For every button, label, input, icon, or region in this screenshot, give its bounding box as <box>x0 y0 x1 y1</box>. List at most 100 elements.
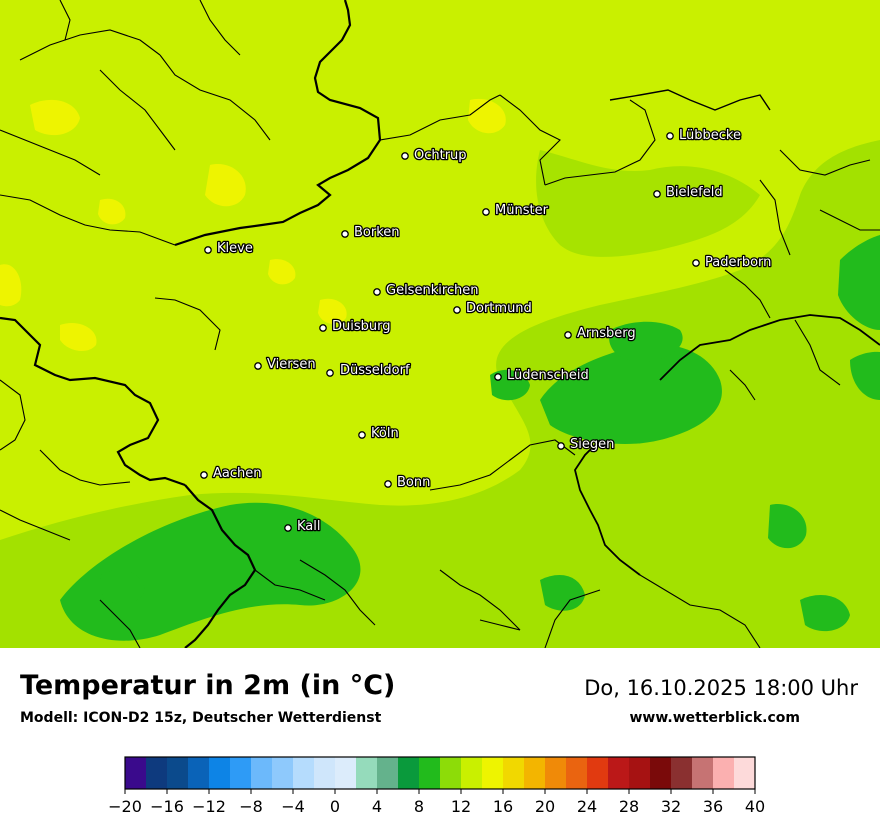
city-label: Gelsenkirchen <box>386 283 479 298</box>
city-duesseldorf: Düsseldorf <box>326 362 411 379</box>
city-dot <box>494 373 502 381</box>
city-siegen: Siegen <box>557 436 616 453</box>
borders <box>0 0 880 648</box>
city-dot <box>254 362 262 370</box>
city-kleve: Kleve <box>204 240 254 257</box>
city-bielefeld: Bielefeld <box>653 184 724 201</box>
city-dot <box>326 369 334 377</box>
border-nrw-southeast <box>574 439 641 576</box>
city-dot <box>319 324 327 332</box>
city-dot <box>666 132 674 140</box>
city-luebbecke: Lübbecke <box>666 127 742 144</box>
city-luedenscheid: Lüdenscheid <box>494 367 590 384</box>
colorbar-swatch <box>230 757 252 789</box>
forecast-datetime: Do, 16.10.2025 18:00 Uhr <box>584 676 858 700</box>
temperature-map: Lübbecke Ochtrup Bielefeld Münster Borke… <box>0 0 880 648</box>
city-kall: Kall <box>284 518 322 535</box>
border-east <box>659 314 880 381</box>
border-nl-de <box>0 316 186 487</box>
colorbar-tick-label: 32 <box>661 797 681 816</box>
colorbar-swatch <box>524 757 546 789</box>
city-gelsenkirchen: Gelsenkirchen <box>373 282 480 299</box>
city-arnsberg: Arnsberg <box>564 325 637 342</box>
colorbar-tick-label: 20 <box>535 797 555 816</box>
city-viersen: Viersen <box>254 356 317 373</box>
colorbar-tick-label: −16 <box>150 797 184 816</box>
city-label: Siegen <box>570 437 614 452</box>
colorbar-tick-label: 28 <box>619 797 639 816</box>
city-dot <box>482 208 490 216</box>
temperature-zone-warm <box>0 98 506 352</box>
city-dot <box>401 152 409 160</box>
colorbar-tick-label: −12 <box>192 797 226 816</box>
colorbar-swatch <box>146 757 168 789</box>
city-label: Kleve <box>217 241 253 256</box>
city-label: Arnsberg <box>577 326 636 341</box>
colorbar-swatch <box>440 757 462 789</box>
city-dot <box>564 331 572 339</box>
city-dot <box>358 431 366 439</box>
colorbar-swatch <box>293 757 315 789</box>
city-koeln: Köln <box>358 425 400 442</box>
city-dot <box>653 190 661 198</box>
city-dot <box>200 471 208 479</box>
city-label: Paderborn <box>705 255 771 270</box>
website-link[interactable]: www.wetterblick.com <box>629 710 801 726</box>
colorbar-swatch <box>419 757 441 789</box>
city-dot <box>341 230 349 238</box>
colorbar-swatch <box>251 757 273 789</box>
city-aachen: Aachen <box>200 465 263 482</box>
colorbar-swatch <box>314 757 336 789</box>
city-muenster: Münster <box>482 202 550 219</box>
city-borken: Borken <box>341 224 401 241</box>
city-duisburg: Duisburg <box>319 318 392 335</box>
city-dot <box>284 524 292 532</box>
city-dot <box>384 480 392 488</box>
colorbar-swatch <box>671 757 693 789</box>
colorbar-tick-label: −20 <box>108 797 142 816</box>
colorbar-tick-label: 12 <box>451 797 471 816</box>
colorbar-swatch <box>377 757 399 789</box>
border-northeast <box>609 89 771 111</box>
colorbar-tick-label: 36 <box>703 797 723 816</box>
city-dot <box>557 442 565 450</box>
colorbar-swatch <box>566 757 588 789</box>
city-label: Kall <box>297 519 321 534</box>
city-label: Viersen <box>267 357 316 372</box>
city-paderborn: Paderborn <box>692 254 773 271</box>
colorbar-tick-label: 40 <box>745 797 765 816</box>
colorbar-swatch <box>629 757 651 789</box>
colorbar-tick-label: −4 <box>281 797 305 816</box>
colorbar-swatch <box>608 757 630 789</box>
colorbar-swatch <box>692 757 714 789</box>
colorbar-swatch <box>482 757 504 789</box>
temperature-colorbar: −20 −16 −12 −8 −4 0 4 8 12 16 20 24 28 32 36 40 <box>108 756 765 816</box>
city-bonn: Bonn <box>384 474 432 491</box>
city-dot <box>204 246 212 254</box>
colorbar-tick-label: 24 <box>577 797 597 816</box>
colorbar-swatch <box>545 757 567 789</box>
city-label: Aachen <box>213 466 261 481</box>
colorbar-swatch <box>503 757 525 789</box>
colorbar-swatch <box>209 757 231 789</box>
city-dot <box>453 306 461 314</box>
colorbar-swatch <box>650 757 672 789</box>
city-label: Dortmund <box>466 301 532 316</box>
colorbar-swatch <box>272 757 294 789</box>
map-title: Temperatur in 2m (in °C) <box>20 670 396 701</box>
city-label: Bielefeld <box>666 185 723 200</box>
city-dot <box>692 259 700 267</box>
city-label: Ochtrup <box>414 148 467 163</box>
colorbar-swatch <box>734 757 756 789</box>
city-label: Düsseldorf <box>340 363 410 378</box>
cities: Lübbecke Ochtrup Bielefeld Münster Borke… <box>200 127 773 535</box>
city-dortmund: Dortmund <box>453 300 533 317</box>
city-ochtrup: Ochtrup <box>401 147 468 164</box>
colorbar-swatch <box>335 757 357 789</box>
colorbar-ticks: −20 −16 −12 −8 −4 0 4 8 12 16 20 24 28 32 36 40 <box>108 789 765 816</box>
colorbar-swatch <box>188 757 210 789</box>
colorbar-swatch <box>125 757 147 789</box>
city-label: Bonn <box>397 475 430 490</box>
colorbar-swatch <box>587 757 609 789</box>
colorbar-swatch <box>356 757 378 789</box>
